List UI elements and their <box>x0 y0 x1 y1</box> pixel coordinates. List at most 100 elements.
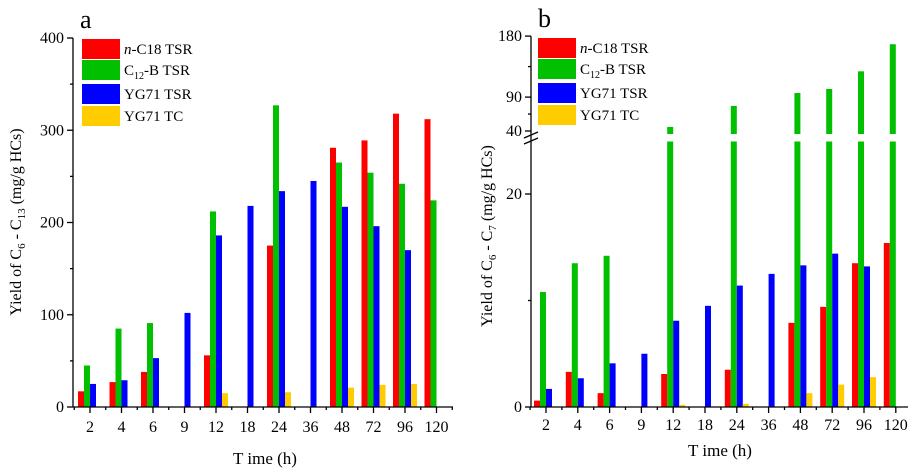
legend-label-italic: n <box>124 42 132 58</box>
bar-yg71-tc-12h <box>222 393 228 407</box>
bar-c12-b-tsr-24h-upper-segment <box>730 105 737 134</box>
y-tick-label-0: 0 <box>514 399 522 416</box>
bar-c12-b-tsr-96h-lower-segment <box>858 141 864 407</box>
x-tick-label-96: 96 <box>856 417 872 434</box>
legend-label-c12-b-tsr: C12-B TSR <box>580 62 646 81</box>
x-tick-label-48: 48 <box>792 417 808 434</box>
bar-n-c18-tsr-6h <box>141 371 147 407</box>
bar-c12-b-tsr-72h <box>367 172 374 407</box>
bar-c12-b-tsr-96h <box>399 183 405 407</box>
bar-c12-b-tsr-2h <box>84 365 90 407</box>
y-axis-title-part: (mg/g HCs) <box>479 145 496 225</box>
y-tick-label-20: 20 <box>506 186 522 203</box>
panel-a-label: a <box>80 5 92 34</box>
x-tick-label-18: 18 <box>240 419 256 436</box>
legend-label-part: -C18 TSR <box>588 41 649 57</box>
bar-n-c18-tsr-72h <box>361 140 368 407</box>
legend-label-part: C <box>124 63 134 79</box>
y-axis-title-part: (mg/g HCs) <box>8 128 25 208</box>
bar-n-c18-tsr-12h <box>204 355 210 407</box>
legend-label-part: YG71 TC <box>124 109 183 125</box>
legend-label-yg71-tc: YG71 TC <box>124 109 183 125</box>
bar-n-c18-tsr-2h <box>534 400 540 407</box>
bar-c12-b-tsr-2h <box>540 291 546 407</box>
y-axis-title-part: - C <box>479 231 496 255</box>
bar-yg71-tsr-48h <box>342 206 348 407</box>
bar-n-c18-tsr-2h <box>78 391 84 407</box>
legend-label-part: C <box>580 62 590 78</box>
bar-c12-b-tsr-48h <box>336 162 342 407</box>
bar-c12-b-tsr-120h <box>889 44 896 407</box>
bar-yg71-tsr-72h <box>373 226 380 407</box>
panel-a-x-axis-title: T ime (h) <box>233 449 297 468</box>
bar-c12-b-tsr-72h <box>826 88 833 407</box>
x-tick-label-4: 4 <box>574 417 582 434</box>
legend-label-part: YG71 TSR <box>580 86 648 102</box>
bar-n-c18-tsr-48h <box>330 147 336 407</box>
bar-n-c18-tsr-4h <box>565 371 572 407</box>
y-tick-label-40: 40 <box>506 123 522 140</box>
bar-yg71-tsr-2h <box>90 383 96 407</box>
bar-yg71-tsr-24h <box>736 285 743 407</box>
bar-n-c18-tsr-48h <box>788 322 795 407</box>
bar-yg71-tsr-4h <box>121 380 128 407</box>
bar-yg71-tsr-18h <box>705 305 711 407</box>
legend-item-yg71-tc: YG71 TC <box>82 106 183 126</box>
x-tick-label-96: 96 <box>397 419 413 436</box>
legend-swatch-c12-b-tsr <box>82 60 120 80</box>
bar-c12-b-tsr-48h-upper-segment <box>794 93 801 134</box>
legend-swatch-yg71-tsr <box>82 84 120 104</box>
y-tick-label-180: 180 <box>498 28 522 45</box>
x-tick-label-24: 24 <box>729 417 745 434</box>
bar-c12-b-tsr-96h <box>858 71 864 407</box>
bar-c12-b-tsr-120h-lower-segment <box>889 141 896 407</box>
y-axis-title-subscript: 13 <box>16 208 28 220</box>
bar-c12-b-tsr-12h <box>667 126 674 407</box>
legend-label-yg71-tsr: YG71 TSR <box>580 86 648 102</box>
panel-a-y-axis-title: Yield of C6 - C13 (mg/g HCs) <box>8 128 28 315</box>
bar-n-c18-tsr-24h <box>724 369 731 407</box>
legend-item-n-c18-tsr: n-C18 TSR <box>538 38 649 58</box>
bar-n-c18-tsr-24h <box>267 245 273 407</box>
bar-yg71-tsr-48h <box>800 265 807 407</box>
bar-n-c18-tsr-4h <box>109 382 116 407</box>
panel-b-label: b <box>538 4 551 33</box>
panel-b-y-axis-title: Yield of C6 - C7 (mg/g HCs) <box>479 145 499 327</box>
bar-yg71-tsr-12h <box>673 320 680 407</box>
x-tick-label-4: 4 <box>118 419 126 436</box>
x-tick-label-36: 36 <box>303 419 319 436</box>
bar-c12-b-tsr-6h <box>603 255 610 407</box>
bar-yg71-tc-24h <box>742 403 749 407</box>
legend-item-n-c18-tsr: n-C18 TSR <box>82 39 193 59</box>
legend-label-c12-b-tsr: C12-B TSR <box>124 63 190 82</box>
legend-label-part: YG71 TC <box>580 108 639 124</box>
bar-c12-b-tsr-6h <box>147 323 153 407</box>
panel-a-bars <box>78 105 437 408</box>
legend-label-yg71-tsr: YG71 TSR <box>124 87 192 103</box>
bar-c12-b-tsr-72h-lower-segment <box>826 141 833 407</box>
y-tick-label-300: 300 <box>40 122 64 139</box>
legend-item-yg71-tsr: YG71 TSR <box>538 83 648 103</box>
bar-yg71-tsr-4h <box>577 378 584 407</box>
x-tick-label-2: 2 <box>542 417 550 434</box>
x-tick-label-36: 36 <box>761 417 777 434</box>
legend-item-yg71-tc: YG71 TC <box>538 105 639 125</box>
y-axis-title-subscript: 6 <box>16 243 28 249</box>
panel-b-legend: n-C18 TSR C12-B TSR YG71 TSR YG71 TC <box>538 38 649 125</box>
bar-yg71-tsr-6h <box>609 363 616 407</box>
legend-swatch-yg71-tsr <box>538 83 576 103</box>
x-tick-label-120: 120 <box>425 419 449 436</box>
legend-label-part: -B TSR <box>144 63 190 79</box>
bar-n-c18-tsr-12h <box>661 373 668 407</box>
bar-n-c18-tsr-6h <box>597 393 604 407</box>
bar-c12-b-tsr-4h <box>571 263 578 407</box>
bar-yg71-tc-24h <box>285 392 291 407</box>
bar-yg71-tsr-2h <box>546 388 552 407</box>
y-axis-title-part: - C <box>8 219 25 243</box>
bar-c12-b-tsr-48h-lower-segment <box>794 141 801 407</box>
x-tick-label-24: 24 <box>271 419 287 436</box>
